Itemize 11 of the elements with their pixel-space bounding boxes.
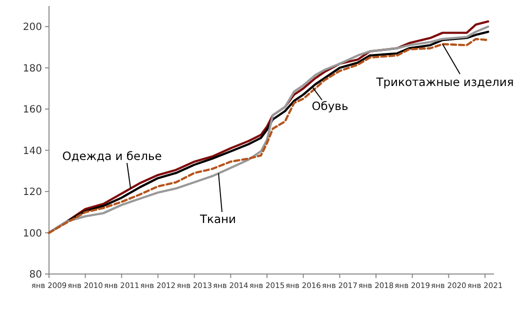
series-label: Трикотажные изделия (375, 75, 514, 89)
y-tick-label: 140 (22, 146, 42, 157)
legend-label: Обувь (312, 99, 348, 113)
series-label: Одежда и белье (62, 149, 162, 163)
y-tick-label: 180 (22, 63, 42, 74)
y-tick-label: 100 (22, 228, 42, 240)
y-tick-label: 120 (22, 187, 42, 198)
y-tick-label: 200 (22, 22, 42, 34)
y-tick-label: 160 (22, 104, 42, 116)
y-tick-label: 80 (29, 270, 42, 280)
text: Ткани (198, 212, 236, 226)
